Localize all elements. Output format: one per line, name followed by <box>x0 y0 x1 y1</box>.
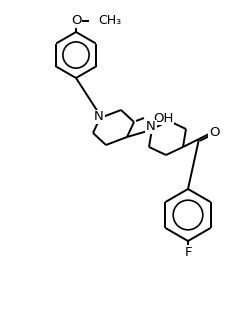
Text: N: N <box>94 111 104 124</box>
Text: O: O <box>71 15 81 28</box>
Text: F: F <box>184 245 192 258</box>
Text: CH₃: CH₃ <box>98 15 121 28</box>
Text: N: N <box>146 121 156 134</box>
Text: O: O <box>209 125 219 138</box>
Text: OH: OH <box>153 111 174 124</box>
